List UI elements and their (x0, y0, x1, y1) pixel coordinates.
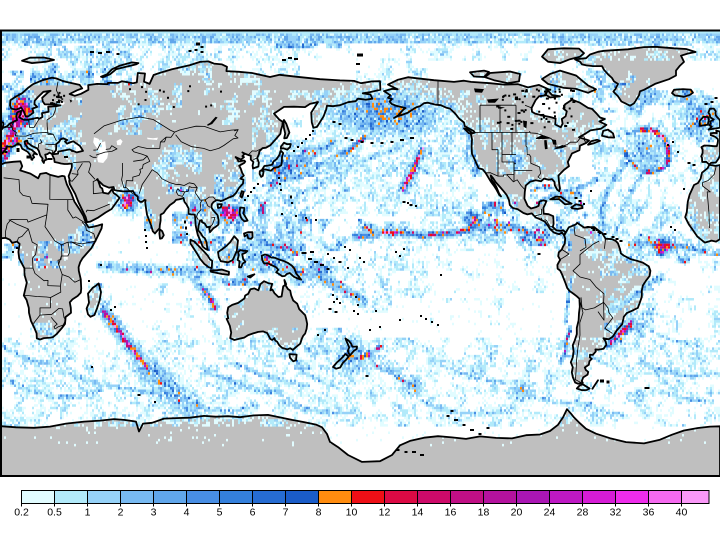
svg-text:2: 2 (118, 507, 124, 519)
svg-text:40: 40 (676, 507, 688, 519)
svg-text:5: 5 (217, 507, 223, 519)
svg-text:14: 14 (412, 507, 424, 519)
svg-text:28: 28 (577, 507, 589, 519)
svg-text:1: 1 (85, 507, 91, 519)
svg-text:32: 32 (610, 507, 622, 519)
svg-text:7: 7 (283, 507, 289, 519)
svg-text:0.5: 0.5 (47, 507, 62, 519)
svg-text:24: 24 (544, 507, 556, 519)
svg-text:18: 18 (478, 507, 490, 519)
svg-text:16: 16 (445, 507, 457, 519)
svg-text:0.2: 0.2 (14, 507, 29, 519)
svg-text:3: 3 (151, 507, 157, 519)
svg-text:36: 36 (643, 507, 655, 519)
svg-text:12: 12 (379, 507, 391, 519)
svg-text:8: 8 (316, 507, 322, 519)
svg-text:20: 20 (511, 507, 523, 519)
svg-text:10: 10 (346, 507, 358, 519)
svg-text:6: 6 (250, 507, 256, 519)
svg-text:4: 4 (184, 507, 190, 519)
